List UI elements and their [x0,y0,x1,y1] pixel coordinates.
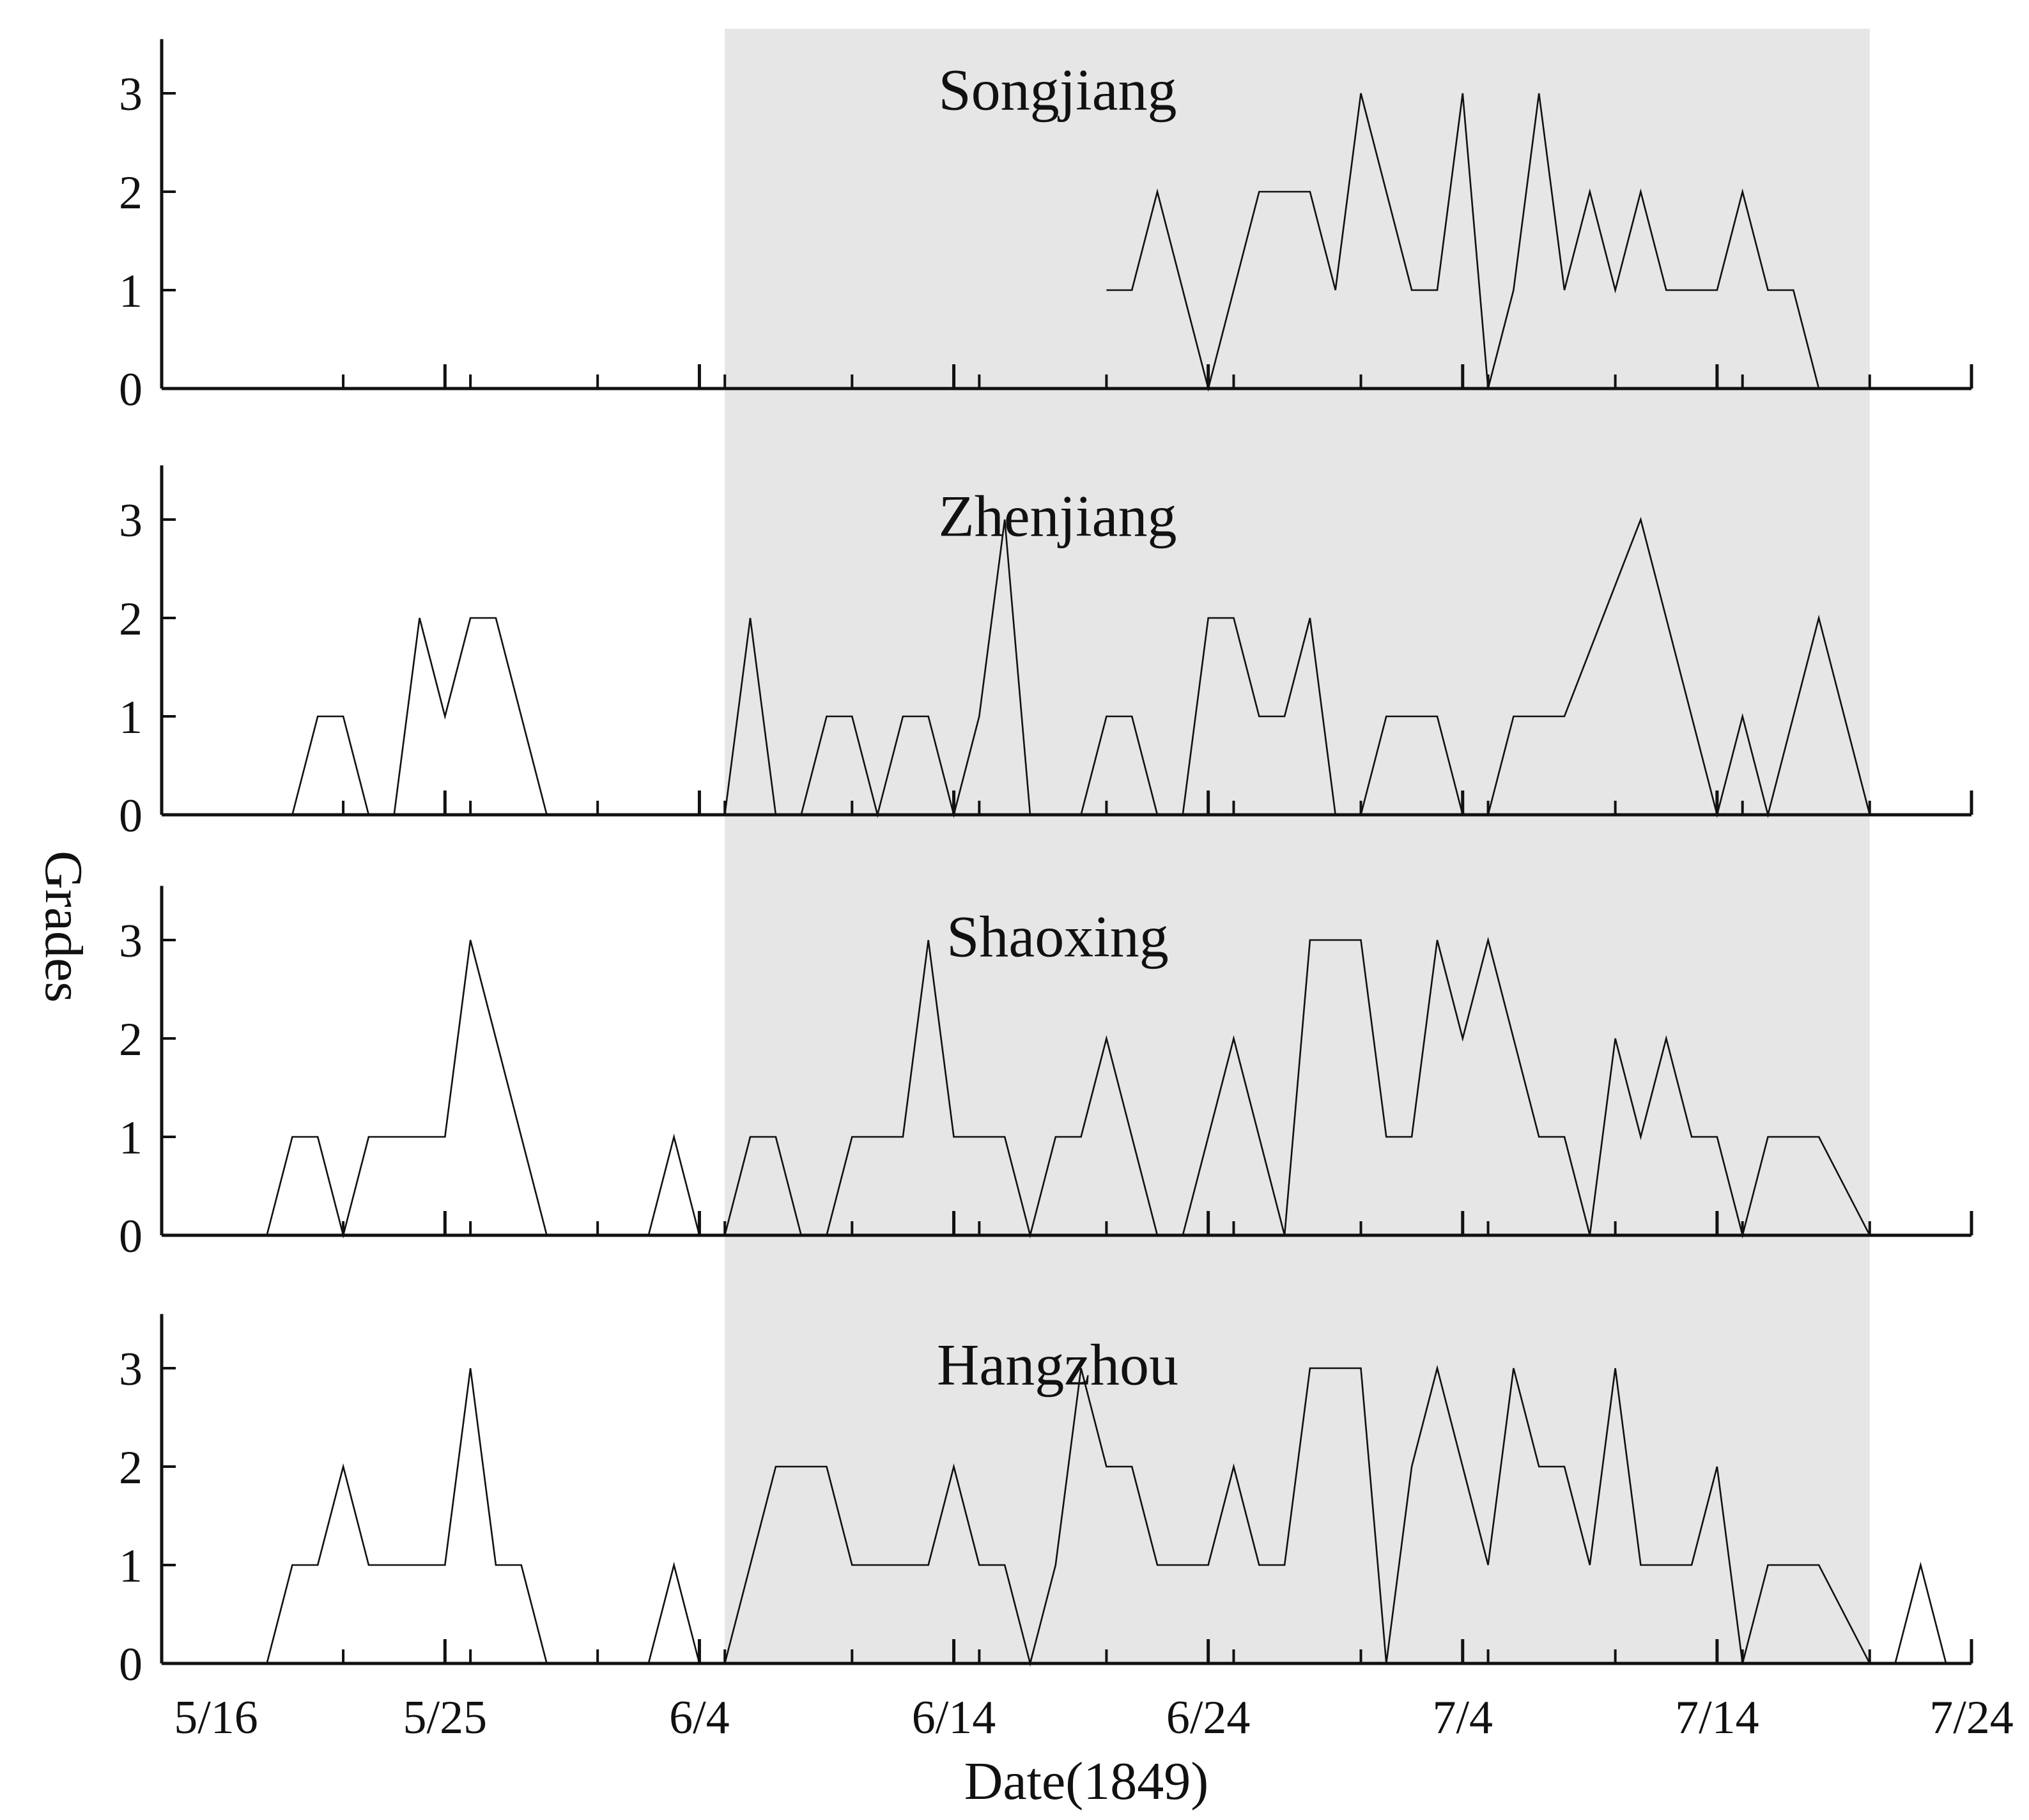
y-tick-label: 3 [119,915,143,968]
panel-title: Songjiang [938,57,1177,122]
panel-title: Shaoxing [946,904,1169,969]
y-tick-label: 0 [119,1639,143,1691]
series-line [723,1136,802,1236]
x-tick-label: 6/4 [669,1692,730,1744]
y-tick-label: 1 [119,1112,143,1164]
y-tick-label: 2 [119,1442,143,1494]
x-tick-labels: 5/16 5/25 6/4 6/14 6/24 7/4 7/14 7/24 [174,1692,2014,1744]
x-tick-label: 6/14 [912,1692,996,1744]
series-line [800,519,1031,819]
y-tick-label: 1 [119,1540,143,1592]
x-tick-label: 7/4 [1432,1692,1493,1744]
y-tick-label: 0 [119,364,143,416]
series-line [1182,936,1871,1239]
panel-title: Zhenjiang [939,483,1177,548]
y-tick-label: 0 [119,1210,143,1263]
series-line [1894,1561,1947,1664]
series-line [1487,516,1871,819]
y-tick-label: 2 [119,1014,143,1066]
series-line [647,1133,700,1236]
series-line [723,617,777,815]
highlight-band [725,29,1870,1663]
series-line [393,617,548,815]
series-line [723,1364,1871,1667]
series-line [266,1368,548,1664]
x-tick-label: 6/24 [1166,1692,1251,1744]
x-tick-label: 5/16 [174,1692,258,1744]
series-line [291,715,370,815]
y-tick-label: 3 [119,1343,143,1396]
series-line [1080,715,1159,815]
y-tick-label: 1 [119,265,143,318]
panel-songjiang: 0 1 2 3 Songjiang [119,39,1973,416]
panel-hangzhou: 0 1 2 3 Hangzhou [119,1314,1973,1691]
panels: 0 1 2 3 Songjiang 0 1 2 3 Zhenjiang 0 1 2 3 Shaoxing 0 1… [119,39,1973,1691]
y-tick-label: 3 [119,68,143,121]
series-line [1360,715,1464,815]
y-tick-label: 2 [119,593,143,645]
y-tick-label: 2 [119,167,143,219]
x-tick-label: 7/14 [1675,1692,1759,1744]
panel-title: Hangzhou [937,1332,1178,1397]
y-tick-label: 1 [119,691,143,744]
panel-zhenjiang: 0 1 2 3 Zhenjiang [119,465,1973,842]
series-line [647,1561,700,1664]
series-line [1106,93,1820,392]
x-tick-label: 5/25 [403,1692,488,1744]
x-axis-title: Date(1849) [964,1752,1209,1811]
y-tick-label: 3 [119,495,143,547]
y-axis-title: Grades [34,851,93,1003]
series-line [826,939,1159,1239]
series-line [266,939,548,1239]
series-line [1182,617,1336,815]
panel-shaoxing: 0 1 2 3 Shaoxing [119,886,1973,1263]
x-tick-label: 7/24 [1929,1692,2014,1744]
y-tick-label: 0 [119,790,143,842]
